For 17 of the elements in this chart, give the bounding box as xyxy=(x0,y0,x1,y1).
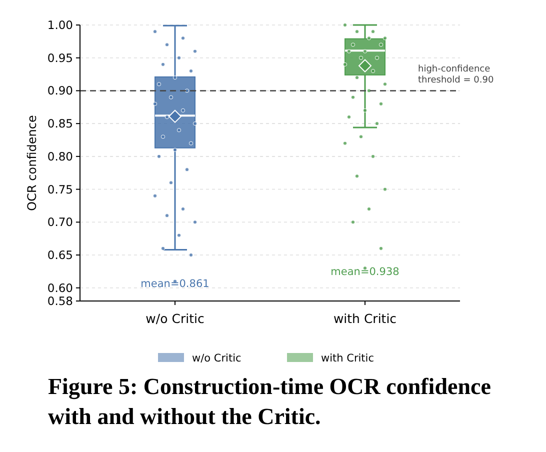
annotation: mean=0.861 xyxy=(140,278,210,290)
y-tick-label: 0.60 xyxy=(47,280,73,295)
y-tick-label: 0.58 xyxy=(47,294,73,308)
ref-line-label: high-confidence threshold = 0.90 xyxy=(418,64,494,86)
y-tick-label: 0.90 xyxy=(47,84,73,98)
y-tick-label: 0.95 xyxy=(47,50,73,65)
y-tick-label: 0.70 xyxy=(47,215,73,230)
y-tick-label: 0.65 xyxy=(47,248,73,262)
y-tick-label: 0.85 xyxy=(47,116,73,131)
text: Figure 5: Construction-time OCR confidence with and without the Critic. xyxy=(48,374,491,429)
legend-label: with Critic xyxy=(321,352,374,365)
y-tick-label: 0.80 xyxy=(47,149,73,164)
y-tick-label: 0.75 xyxy=(47,182,73,196)
y-tick-label: 1.00 xyxy=(47,18,73,32)
y-axis-title: OCR confidence xyxy=(25,115,39,211)
annotation: mean=0.938 xyxy=(330,266,400,278)
legend-label: w/o Critic xyxy=(192,352,242,365)
